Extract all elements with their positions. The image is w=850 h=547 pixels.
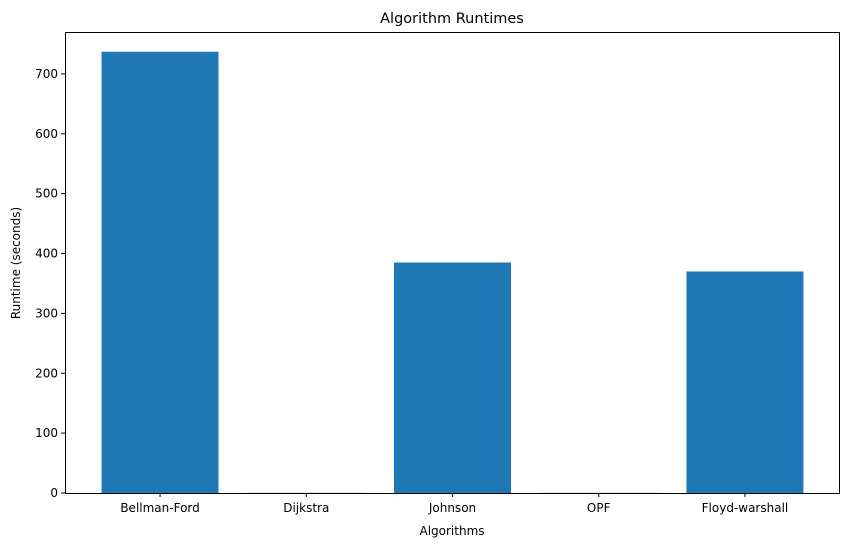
x-tick-label: Floyd-warshall: [702, 501, 789, 515]
x-tick-label: Bellman-Ford: [120, 501, 199, 515]
x-axis-label: Algorithms: [419, 524, 484, 538]
y-tick-label: 0: [50, 486, 58, 500]
chart-title: Algorithm Runtimes: [380, 11, 524, 27]
y-tick-label: 100: [35, 426, 58, 440]
bar-bellman-ford: [101, 51, 219, 493]
y-tick-label: 700: [35, 67, 58, 81]
y-tick-label: 400: [35, 247, 58, 261]
y-tick-label: 600: [35, 127, 58, 141]
y-tick-label: 500: [35, 187, 58, 201]
y-axis: 0 100 200 300 400 500 600 700: [35, 67, 65, 500]
bar-floyd-warshall: [686, 271, 804, 493]
x-tick-label: OPF: [587, 501, 611, 515]
y-tick-label: 200: [35, 366, 58, 380]
bars-group: [101, 51, 804, 493]
y-tick-label: 300: [35, 306, 58, 320]
x-tick-label: Dijkstra: [283, 501, 329, 515]
y-axis-label: Runtime (seconds): [9, 207, 23, 319]
plot-frame: [65, 32, 840, 494]
x-tick-label: Johnson: [428, 501, 476, 515]
x-axis: Bellman-Ford Dijkstra Johnson OPF Floyd-wars…: [120, 493, 788, 515]
bar-johnson: [394, 262, 511, 493]
